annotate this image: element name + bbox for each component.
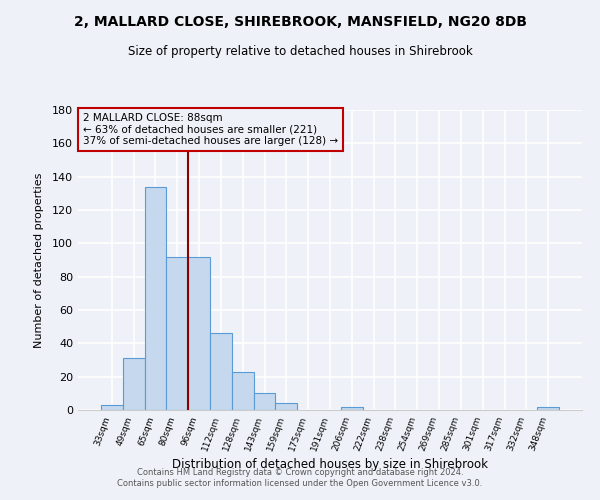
Bar bbox=[341, 406, 363, 410]
Text: 2 MALLARD CLOSE: 88sqm
← 63% of detached houses are smaller (221)
37% of semi-de: 2 MALLARD CLOSE: 88sqm ← 63% of detached… bbox=[83, 113, 338, 146]
Bar bbox=[145, 186, 166, 410]
Text: Size of property relative to detached houses in Shirebrook: Size of property relative to detached ho… bbox=[128, 45, 472, 58]
X-axis label: Distribution of detached houses by size in Shirebrook: Distribution of detached houses by size … bbox=[172, 458, 488, 470]
Bar bbox=[101, 405, 123, 410]
Bar bbox=[188, 256, 210, 410]
Bar bbox=[537, 406, 559, 410]
Text: Contains HM Land Registry data © Crown copyright and database right 2024.
Contai: Contains HM Land Registry data © Crown c… bbox=[118, 468, 482, 487]
Bar bbox=[254, 394, 275, 410]
Y-axis label: Number of detached properties: Number of detached properties bbox=[34, 172, 44, 348]
Text: 2, MALLARD CLOSE, SHIREBROOK, MANSFIELD, NG20 8DB: 2, MALLARD CLOSE, SHIREBROOK, MANSFIELD,… bbox=[74, 15, 527, 29]
Bar bbox=[232, 372, 254, 410]
Bar bbox=[123, 358, 145, 410]
Bar bbox=[210, 334, 232, 410]
Bar bbox=[275, 404, 297, 410]
Bar bbox=[166, 256, 188, 410]
